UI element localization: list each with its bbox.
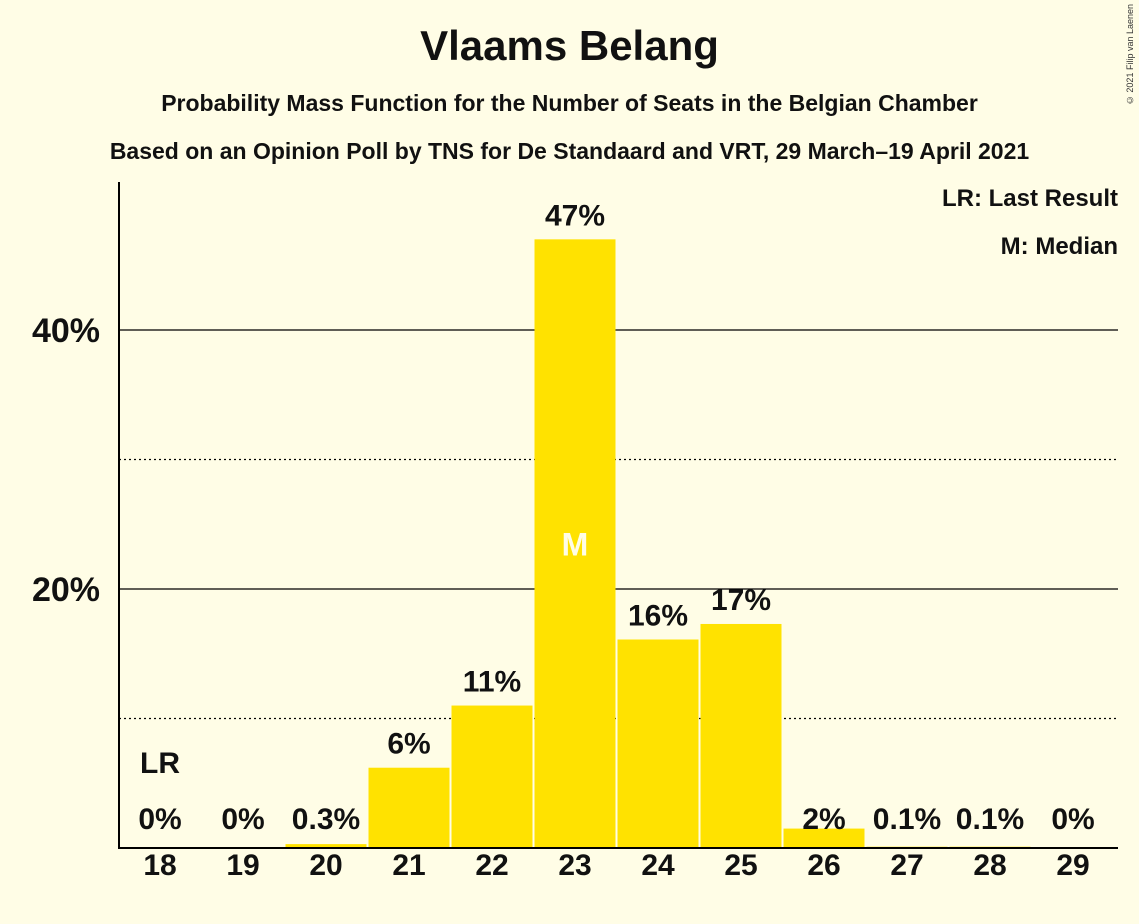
x-tick-label: 29 [1056, 849, 1089, 882]
x-tick-label: 18 [143, 849, 176, 882]
x-tick-label: 28 [973, 849, 1006, 882]
last-result-marker: LR [140, 747, 180, 780]
bar [700, 623, 782, 848]
bar-value-label: 0.1% [873, 803, 941, 836]
bar [534, 239, 616, 849]
legend-median: M: Median [1000, 233, 1118, 260]
x-tick-label: 27 [890, 849, 923, 882]
bar [783, 828, 865, 848]
y-tick-label: 40% [32, 312, 100, 350]
x-tick-label: 25 [724, 849, 757, 882]
bar-value-label: 11% [463, 666, 521, 699]
bar-value-label: 17% [711, 584, 771, 617]
x-tick-label: 22 [475, 849, 508, 882]
bar [451, 705, 533, 848]
bar-value-label: 6% [387, 728, 430, 761]
bar [368, 767, 450, 848]
x-tick-label: 24 [641, 849, 675, 882]
x-tick-label: 19 [226, 849, 259, 882]
bar-value-label: 0% [138, 803, 181, 836]
chart-subtitle: Probability Mass Function for the Number… [161, 90, 978, 116]
x-tick-label: 23 [558, 849, 591, 882]
x-tick-label: 20 [309, 849, 342, 882]
bar-value-label: 0% [1051, 803, 1094, 836]
bar-value-label: 0.3% [292, 803, 360, 836]
bar [285, 844, 367, 848]
bar-value-label: 0.1% [956, 803, 1024, 836]
chart-source: Based on an Opinion Poll by TNS for De S… [109, 138, 1030, 164]
bar-value-label: 47% [545, 199, 605, 232]
x-tick-label: 26 [807, 849, 840, 882]
bar [617, 639, 699, 848]
bar-value-label: 2% [802, 803, 845, 836]
y-tick-label: 20% [32, 571, 100, 609]
bar-value-label: 16% [628, 600, 688, 633]
x-tick-label: 21 [392, 849, 425, 882]
median-marker: M [562, 527, 589, 563]
legend-last-result: LR: Last Result [941, 185, 1118, 212]
bar-value-label: 0% [221, 803, 264, 836]
chart-title: Vlaams Belang [420, 22, 719, 69]
